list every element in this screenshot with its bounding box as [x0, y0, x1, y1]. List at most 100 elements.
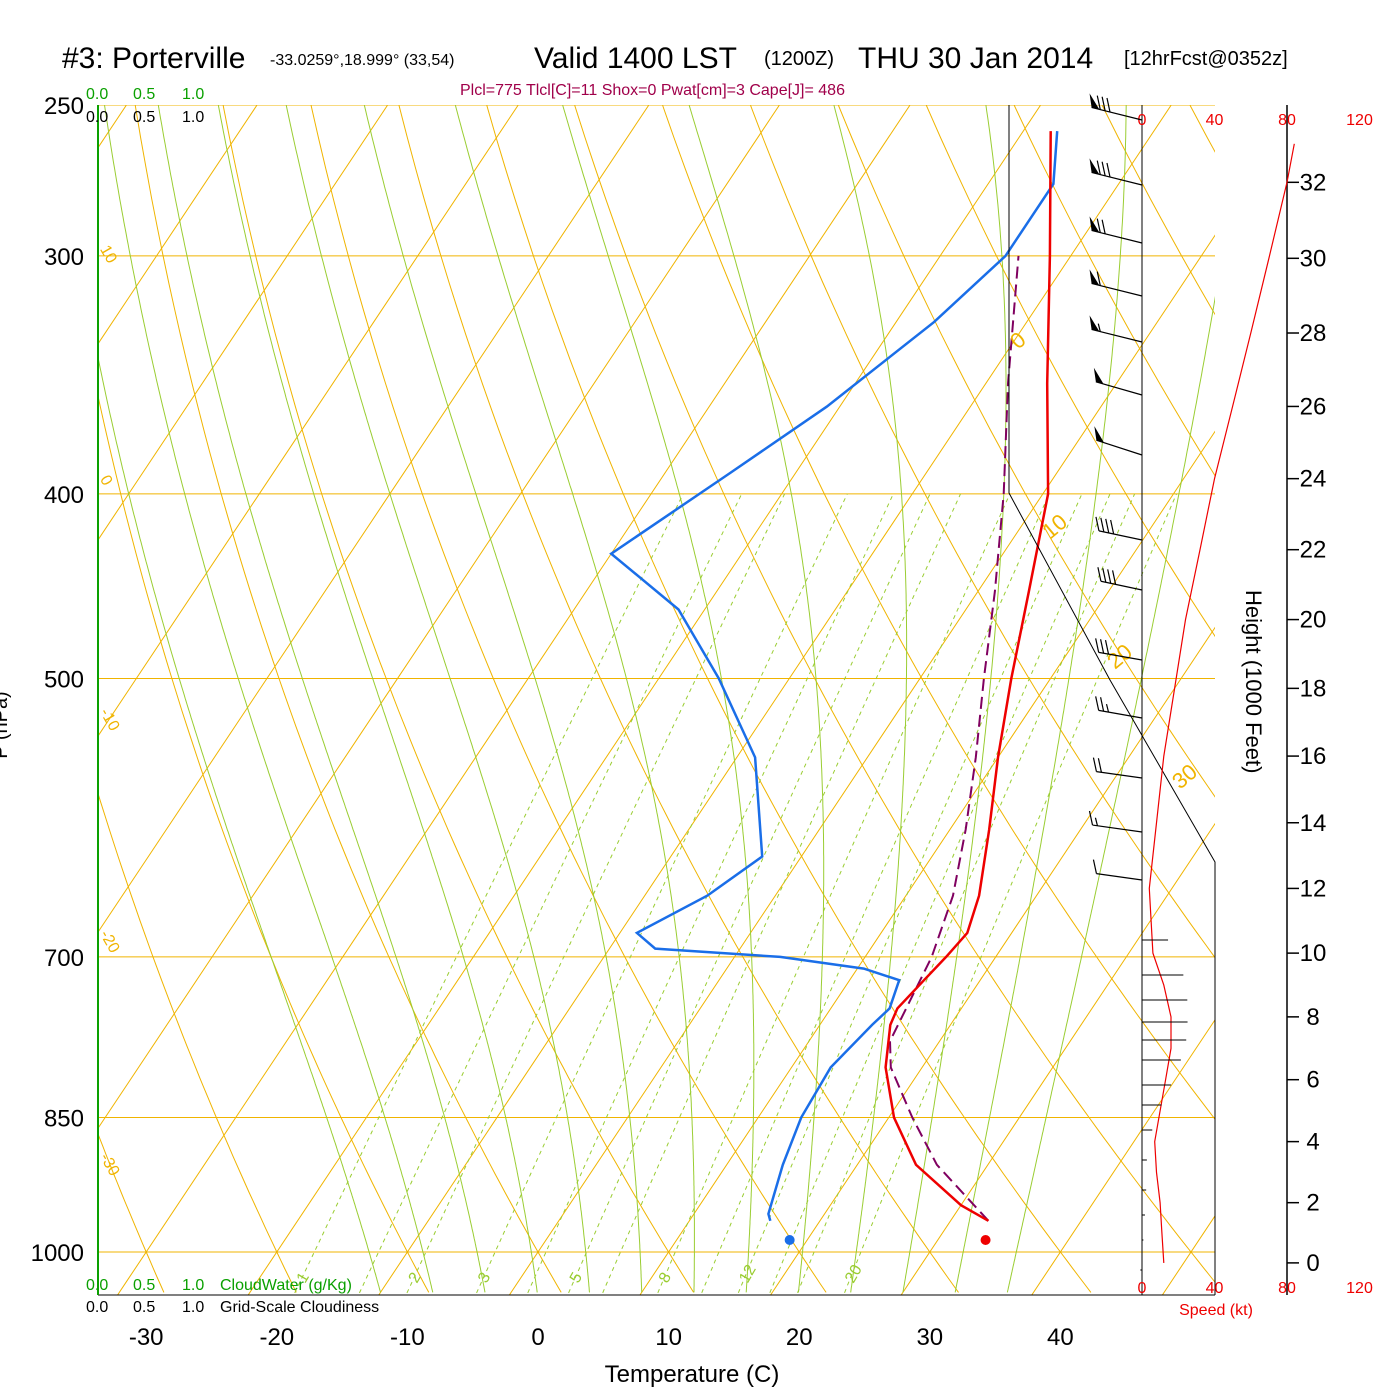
wind-barb-flag	[1104, 639, 1110, 655]
wind-barb-half	[1105, 703, 1110, 713]
height-tick-label: 6	[1306, 1067, 1319, 1094]
cloudiness-label: Grid-Scale Cloudiness	[220, 1299, 380, 1316]
wind-barb-pennant	[1093, 367, 1104, 384]
axes: 1 2 3 5 8 12 20100-10-20-300102030250300400500…	[0, 93, 1373, 1388]
moist-adiabat-line	[902, 105, 1007, 1293]
cloudwater-scale-bottom-0: 0.0	[86, 1277, 109, 1294]
isotherm-line	[247, 105, 1042, 1295]
pressure-tick-label: 700	[44, 945, 84, 972]
speed-tick-label-bottom: 80	[1278, 1280, 1296, 1297]
pressure-tick-label: 250	[44, 93, 84, 120]
surface-dewpoint-point	[784, 1235, 795, 1245]
mixing-ratio-label: 8	[656, 1270, 675, 1286]
wind-barb-flag	[1106, 97, 1111, 113]
isotherm-line	[1031, 1018, 1215, 1295]
dry-adiabat-label: 10	[96, 243, 120, 267]
mixing-ratio-label: 2	[406, 1270, 425, 1286]
wind-barb-pennant	[1094, 426, 1104, 443]
dry-adiabat-line	[1189, 105, 1215, 153]
speed-tick-label-top: 120	[1346, 112, 1373, 129]
isotherm-line	[98, 105, 519, 737]
temperature-trace	[884, 131, 1052, 1222]
dry-adiabat-line	[98, 393, 430, 1293]
wind-barb-staff	[1092, 824, 1143, 833]
isotherm-line	[98, 105, 258, 345]
moist-adiabat-line	[217, 105, 538, 1293]
wind-barb-staff	[1095, 381, 1143, 396]
mixing-ratio-line	[768, 493, 1111, 1295]
height-tick-label: 12	[1300, 875, 1327, 902]
height-tick-label: 2	[1306, 1190, 1319, 1217]
wind-barb-staff	[1098, 651, 1143, 661]
temperature-tick-label: -20	[259, 1324, 294, 1351]
surface-temperature-point	[980, 1235, 991, 1245]
isotherm-line	[900, 822, 1215, 1295]
moist-adiabat-line	[104, 105, 434, 1293]
speed-tick-label-top: 40	[1206, 112, 1224, 129]
height-tick-label: 0	[1306, 1250, 1319, 1277]
wind-barb-flag	[1096, 160, 1101, 175]
height-tick-label: 26	[1300, 393, 1327, 420]
dry-adiabat-line	[0, 71, 32, 1292]
wind-barb-flag	[1097, 758, 1102, 773]
speed-axis-title: Speed (kt)	[1179, 1302, 1253, 1319]
temperature-tick-label: -30	[129, 1324, 164, 1351]
mixing-ratio-label: 5	[567, 1270, 586, 1286]
wind-barb-flag	[1112, 570, 1117, 585]
mixing-ratio-label: 12	[736, 1262, 760, 1286]
parcel-trace	[888, 255, 1020, 1222]
cloudiness-scale-top-1: 0.5	[133, 109, 156, 126]
dry-adiabat-line	[574, 105, 1215, 1283]
station-title: #3: Porterville	[62, 42, 246, 75]
forecast-info: [12hrFcst@0352z]	[1124, 48, 1288, 70]
wind-barb-flag	[1096, 218, 1101, 233]
wind-barb-flag	[1101, 161, 1106, 176]
zulu-time: (1200Z)	[764, 48, 835, 70]
wind-barb-flag	[1101, 96, 1106, 111]
pressure-tick-label: 400	[44, 482, 84, 509]
isotherm-line	[98, 105, 650, 934]
dry-adiabat-line	[1259, 71, 1400, 1292]
height-axis-title: Height (1000 Feet)	[1241, 590, 1266, 773]
mixing-ratio-label: 20	[842, 1262, 866, 1286]
sounding-parameters: Plcl=775 Tlcl[C]=11 Shox=0 Pwat[cm]=3 Ca…	[460, 82, 845, 99]
pressure-tick-label: 850	[44, 1106, 84, 1133]
dry-adiabat-line	[837, 105, 1215, 798]
mixing-ratio-line	[736, 493, 1083, 1295]
dry-adiabat-label: -10	[96, 706, 122, 735]
moist-adiabat-line	[98, 354, 381, 1293]
mixing-ratio-line	[405, 493, 786, 1295]
speed-tick-label-top: 80	[1278, 112, 1296, 129]
height-tick-label: 24	[1300, 466, 1327, 493]
sounding-series	[609, 131, 1059, 1245]
moist-adiabat-line	[363, 105, 643, 1293]
speed-tick-label-bottom: 40	[1206, 1280, 1224, 1297]
wind-barb-flag	[1101, 219, 1106, 234]
isotherm-line	[0, 71, 18, 1295]
mixing-ratio-line	[293, 493, 684, 1295]
wind-barb-flag	[1097, 567, 1102, 582]
temperature-tick-label: 30	[916, 1324, 943, 1351]
cloudiness-scale-top-0: 0.0	[86, 109, 109, 126]
temperature-tick-label: 20	[786, 1324, 813, 1351]
height-tick-label: 32	[1300, 169, 1327, 196]
wind-barb-pennant	[1089, 158, 1100, 175]
height-tick-label: 18	[1300, 675, 1327, 702]
cloudiness-scale-bottom-0: 0.0	[86, 1299, 109, 1316]
wind-barb-flag	[1092, 859, 1098, 874]
cloudiness-scale-bottom-2: 1.0	[182, 1299, 205, 1316]
mixing-ratio-line	[567, 493, 931, 1295]
plot-frame	[97, 105, 1216, 1296]
mixing-ratio-line	[475, 493, 848, 1295]
isotherm-line	[770, 626, 1215, 1295]
temperature-axis-title: Temperature (C)	[605, 1361, 780, 1388]
wind-barb-flag	[1105, 518, 1110, 534]
valid-time: Valid 1400 LST	[534, 42, 737, 75]
height-tick-label: 14	[1300, 810, 1327, 837]
cloudwater-label: CloudWater (g/Kg)	[220, 1277, 352, 1294]
wind-barb-staff	[1100, 580, 1143, 591]
frame-right	[1008, 105, 1216, 1295]
mixing-ratio-line	[796, 493, 1136, 1295]
isotherm-line	[1161, 1215, 1215, 1295]
isotherm-line	[639, 430, 1215, 1295]
